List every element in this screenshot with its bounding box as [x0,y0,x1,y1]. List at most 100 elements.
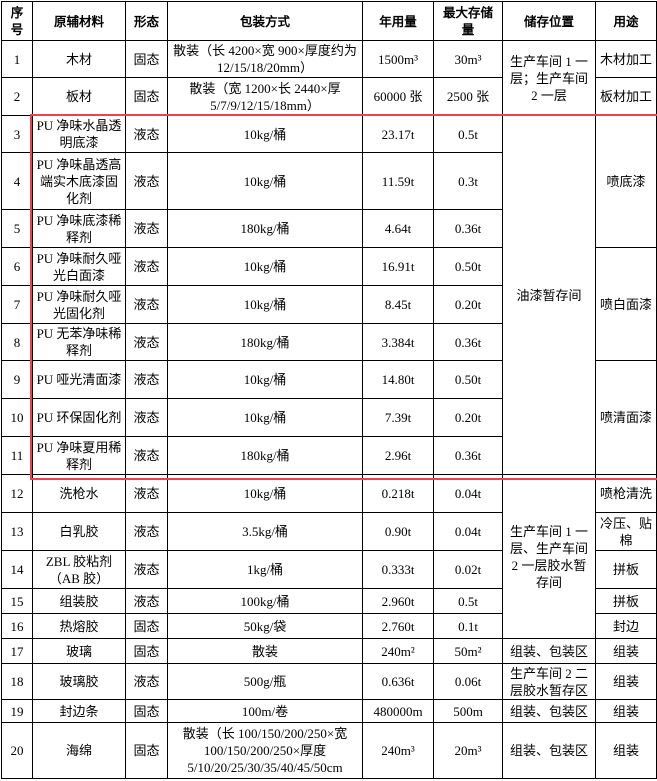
usage-cell: 板材加工 [596,78,657,116]
cell: 8 [2,324,33,361]
cell: 0.04t [434,475,503,513]
cell: 50m² [434,639,503,664]
usage-cell: 喷清面漆 [596,361,657,475]
cell: 洗枪水 [33,475,126,513]
usage-cell: 冷压、贴棉 [596,513,657,551]
cell: 0.50t [434,248,503,286]
cell: 14.80t [363,361,434,399]
header-cell: 最大存储量 [434,2,503,41]
cell: 180kg/桶 [168,210,363,248]
header-cell: 原辅材料 [33,2,126,41]
cell: 10 [2,399,33,437]
cell: 液态 [126,153,168,210]
cell: 20 [2,723,33,779]
usage-cell: 组装 [596,639,657,664]
cell: 0.1t [434,614,503,639]
cell: 23.17t [363,116,434,153]
cell: 玻璃胶 [33,664,126,700]
usage-cell: 组装 [596,723,657,779]
cell: 2500 张 [434,78,503,116]
cell: 0.20t [434,399,503,437]
cell: 18 [2,664,33,700]
cell: 固态 [126,41,168,78]
cell: 固态 [126,723,168,779]
cell: 2.960t [363,589,434,614]
cell: 封边条 [33,700,126,723]
cell: 60000 张 [363,78,434,116]
cell: 固态 [126,700,168,723]
cell: 16 [2,614,33,639]
cell: PU 净味水晶透明底漆 [33,116,126,153]
cell: 散装（长 4200×宽 900×厚度约为 12/15/18/20mm） [168,41,363,78]
cell: 100kg/桶 [168,589,363,614]
cell: 0.20t [434,286,503,324]
cell: 散装（长 100/150/200/250×宽 100/150/200/250×厚… [168,723,363,779]
cell: 液态 [126,437,168,475]
storage-cell: 生产车间 1 一层；生产车间 2 一层 [503,41,596,116]
cell: 液态 [126,589,168,614]
cell: 0.36t [434,210,503,248]
cell: 16.91t [363,248,434,286]
cell: 液态 [126,210,168,248]
cell: 组装胶 [33,589,126,614]
cell: PU 净味夏用稀释剂 [33,437,126,475]
cell: 3.5kg/桶 [168,513,363,551]
usage-cell: 组装 [596,664,657,700]
cell: 2 [2,78,33,116]
cell: PU 无苯净味稀释剂 [33,324,126,361]
usage-cell: 喷枪清洗 [596,475,657,513]
cell: 100m/卷 [168,700,363,723]
cell: 液态 [126,475,168,513]
cell: 10kg/桶 [168,248,363,286]
cell: 固态 [126,639,168,664]
cell: 散装 [168,639,363,664]
cell: 液态 [126,551,168,589]
cell: 0.218t [363,475,434,513]
cell: 0.50t [434,361,503,399]
usage-cell: 封边 [596,614,657,639]
cell: 30m³ [434,41,503,78]
cell: 0.02t [434,551,503,589]
header-row: 序号原辅材料形态包装方式年用量最大存储量储存位置用途 [2,2,657,41]
cell: 1 [2,41,33,78]
cell: ZBL 胶粘剂（AB 胶） [33,551,126,589]
cell: 10kg/桶 [168,116,363,153]
cell: 180kg/桶 [168,437,363,475]
cell: 13 [2,513,33,551]
cell: 3.384t [363,324,434,361]
cell: 240m² [363,639,434,664]
cell: 固态 [126,78,168,116]
cell: 4 [2,153,33,210]
cell: 0.36t [434,324,503,361]
cell: PU 环保固化剂 [33,399,126,437]
cell: 0.5t [434,116,503,153]
cell: 白乳胶 [33,513,126,551]
cell: 2.96t [363,437,434,475]
cell: 240m³ [363,723,434,779]
cell: 0.06t [434,664,503,700]
cell: 4.64t [363,210,434,248]
cell: 液态 [126,116,168,153]
header-cell: 用途 [596,2,657,41]
cell: 500m [434,700,503,723]
cell: 0.36t [434,437,503,475]
cell: PU 净味耐久哑光固化剂 [33,286,126,324]
header-cell: 形态 [126,2,168,41]
cell: 1500m³ [363,41,434,78]
cell: 液态 [126,664,168,700]
cell: 15 [2,589,33,614]
cell: 3 [2,116,33,153]
usage-cell: 组装 [596,700,657,723]
storage-cell: 组装、包装区 [503,723,596,779]
cell: 7.39t [363,399,434,437]
